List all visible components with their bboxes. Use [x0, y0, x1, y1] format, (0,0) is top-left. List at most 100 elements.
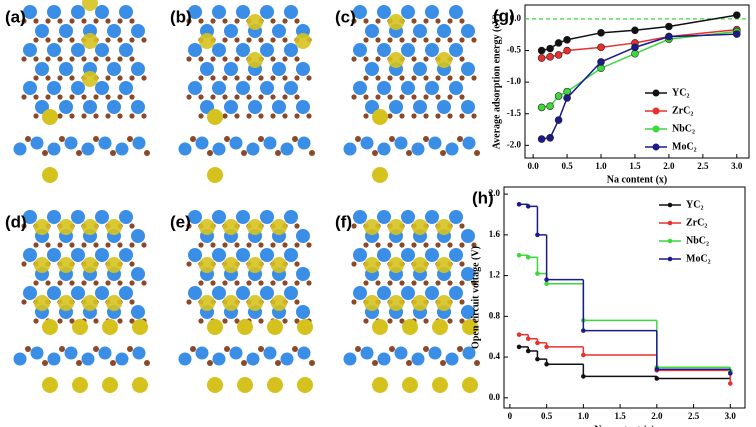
data-point: [563, 87, 571, 96]
legend-label: ZrC₂: [672, 105, 693, 116]
metal: [119, 5, 133, 19]
carbon: [294, 280, 300, 286]
data-point: [631, 49, 639, 58]
carbon: [282, 18, 288, 24]
metal: [296, 305, 310, 319]
sodium: [82, 295, 98, 311]
carbon: [282, 318, 288, 324]
sodium: [402, 319, 418, 335]
metal: [95, 210, 109, 224]
data-point: [597, 58, 605, 66]
metal: [394, 136, 408, 150]
carbon: [306, 75, 312, 81]
data-point: [535, 232, 540, 238]
structures: (a) (b) (c) (d) (e) (f): [5, 0, 480, 393]
metal: [71, 248, 85, 262]
carbon: [258, 280, 264, 286]
sodium: [34, 257, 50, 273]
metal: [132, 136, 146, 150]
metal: [107, 100, 121, 114]
legend-marker: [652, 125, 660, 133]
carbon: [435, 280, 441, 286]
carbon: [309, 150, 315, 156]
legend-label: MoC₂: [686, 253, 711, 264]
carbon: [69, 318, 75, 324]
data-point: [563, 35, 571, 44]
data-point: [631, 26, 639, 35]
carbon: [270, 242, 276, 248]
carbon: [117, 18, 123, 24]
legend-marker: [667, 202, 673, 208]
metal: [377, 210, 391, 224]
metal: [428, 346, 442, 360]
carbon: [363, 94, 369, 100]
metal: [236, 286, 250, 300]
data-point: [546, 44, 554, 53]
metal: [115, 142, 129, 156]
carbon: [129, 318, 135, 324]
metal: [23, 81, 37, 95]
panel-label: (d): [5, 212, 27, 231]
carbon: [141, 75, 147, 81]
data-point: [554, 39, 563, 47]
carbon: [351, 299, 357, 305]
metal: [224, 24, 238, 38]
carbon: [45, 94, 51, 100]
metal: [297, 136, 311, 150]
carbon: [294, 223, 300, 229]
carbon: [471, 75, 477, 81]
carbon: [234, 37, 240, 43]
metal: [212, 81, 226, 95]
data-point: [597, 64, 605, 73]
data-point: [544, 344, 549, 350]
carbon: [190, 346, 196, 352]
data-point: [525, 254, 531, 260]
y-tick-label: 0.8: [489, 310, 501, 320]
metal: [229, 346, 243, 360]
carbon: [210, 56, 216, 62]
carbon: [355, 346, 361, 352]
metal: [59, 62, 73, 76]
metal: [411, 142, 425, 156]
panel-label: (a): [5, 7, 26, 26]
metal: [47, 248, 61, 262]
carbon: [129, 56, 135, 62]
carbon: [258, 318, 264, 324]
carbon: [234, 18, 240, 24]
carbon: [270, 113, 276, 119]
metal: [263, 346, 277, 360]
metal: [260, 248, 274, 262]
sodium: [267, 377, 283, 393]
metal: [284, 5, 298, 19]
carbon: [93, 242, 99, 248]
carbon: [399, 242, 405, 248]
y-tick-label: 0.0: [510, 13, 522, 23]
carbon: [399, 75, 405, 81]
metal: [131, 305, 145, 319]
metal: [13, 352, 27, 366]
sodium: [72, 377, 88, 393]
metal: [365, 24, 379, 38]
metal: [260, 210, 274, 224]
carbon: [76, 360, 82, 366]
metal: [64, 136, 78, 150]
legend-marker: [667, 220, 673, 226]
x-axis-label: Na content (x): [607, 174, 668, 185]
metal: [131, 24, 145, 38]
carbon: [207, 150, 213, 156]
data-point: [544, 277, 549, 282]
carbon: [459, 318, 465, 324]
metal: [272, 100, 286, 114]
x-tick-label: 3.0: [731, 161, 743, 171]
carbon: [33, 37, 39, 43]
carbon: [117, 56, 123, 62]
carbon: [411, 280, 417, 286]
metal: [98, 346, 112, 360]
carbon: [471, 242, 477, 248]
metal: [260, 286, 274, 300]
metal: [195, 346, 209, 360]
metal: [188, 43, 202, 57]
metal: [119, 286, 133, 300]
carbon: [198, 280, 204, 286]
carbon: [294, 299, 300, 305]
